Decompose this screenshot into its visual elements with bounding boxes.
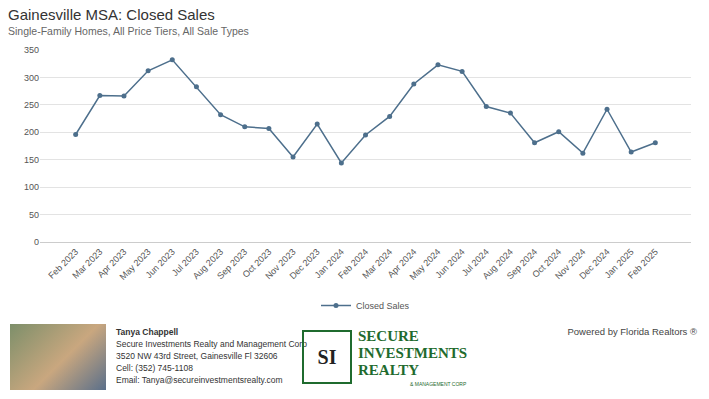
svg-text:Sep 2024: Sep 2024 [505,247,539,281]
svg-text:May 2024: May 2024 [408,247,443,282]
svg-text:Jul 2024: Jul 2024 [460,247,491,278]
svg-text:Jan 2024: Jan 2024 [313,247,346,280]
svg-text:150: 150 [24,155,39,165]
html-text:Cell: (352) 745-1108: Cell: (352) 745-1108 [116,363,193,373]
svg-text:Nov 2024: Nov 2024 [553,247,587,281]
svg-text:Jan 2025: Jan 2025 [602,247,635,280]
svg-text:Dec 2023: Dec 2023 [287,247,321,281]
svg-text:Jul 2023: Jul 2023 [170,247,201,278]
svg-text:Jun 2024: Jun 2024 [433,247,466,280]
svg-text:200: 200 [24,127,39,137]
svg-text:Aug 2023: Aug 2023 [191,247,225,281]
svg-text:Jun 2023: Jun 2023 [144,247,177,280]
svg-text:50: 50 [29,210,39,220]
svg-text:Mar 2023: Mar 2023 [70,247,104,281]
svg-text:Aug 2024: Aug 2024 [481,247,515,281]
svg-text:Nov 2023: Nov 2023 [263,247,297,281]
svg-text:0: 0 [34,237,39,247]
html-text:SI: SI [317,346,337,368]
svg-text:Dec 2024: Dec 2024 [577,247,611,281]
html-text:Email: Tanya@secureinvestments: Email: Tanya@secureinvestmentsrealty.com [116,375,283,385]
svg-text:Apr 2023: Apr 2023 [96,247,129,280]
html-text:Powered by Florida Realtors ®: Powered by Florida Realtors ® [567,326,697,337]
svg-text:Sep 2023: Sep 2023 [215,247,249,281]
html-text:SECURE: SECURE [358,328,419,344]
svg-text:May 2023: May 2023 [118,247,153,282]
svg-text:Oct 2023: Oct 2023 [241,247,274,280]
svg-text:300: 300 [24,73,39,83]
html-text:Gainesville MSA: Closed Sales: Gainesville MSA: Closed Sales [8,6,215,23]
svg-text:Apr 2024: Apr 2024 [385,247,418,280]
html-text:Single-Family Homes, All Price: Single-Family Homes, All Price Tiers, Al… [8,25,249,37]
svg-text:350: 350 [24,45,39,55]
svg-text:100: 100 [24,182,39,192]
html-text:INVESTMENTS: INVESTMENTS [358,345,468,361]
html-text:REALTY: REALTY [358,362,420,378]
svg-text:Feb 2025: Feb 2025 [626,247,660,281]
svg-text:Oct 2024: Oct 2024 [530,247,563,280]
html-text:Secure Investments Realty and: Secure Investments Realty and Management… [116,339,307,349]
html-text:& MANAGEMENT CORP: & MANAGEMENT CORP [410,381,467,387]
svg-text:Mar 2024: Mar 2024 [360,247,394,281]
html-text:Tanya Chappell: Tanya Chappell [116,327,179,337]
html-text:3520 NW 43rd Street, Gainesvil: 3520 NW 43rd Street, Gainesville Fl 3260… [116,351,278,361]
svg-text:250: 250 [24,100,39,110]
svg-text:Closed Sales: Closed Sales [356,301,410,311]
svg-text:Feb 2024: Feb 2024 [336,247,370,281]
svg-text:Feb 2023: Feb 2023 [46,247,80,281]
